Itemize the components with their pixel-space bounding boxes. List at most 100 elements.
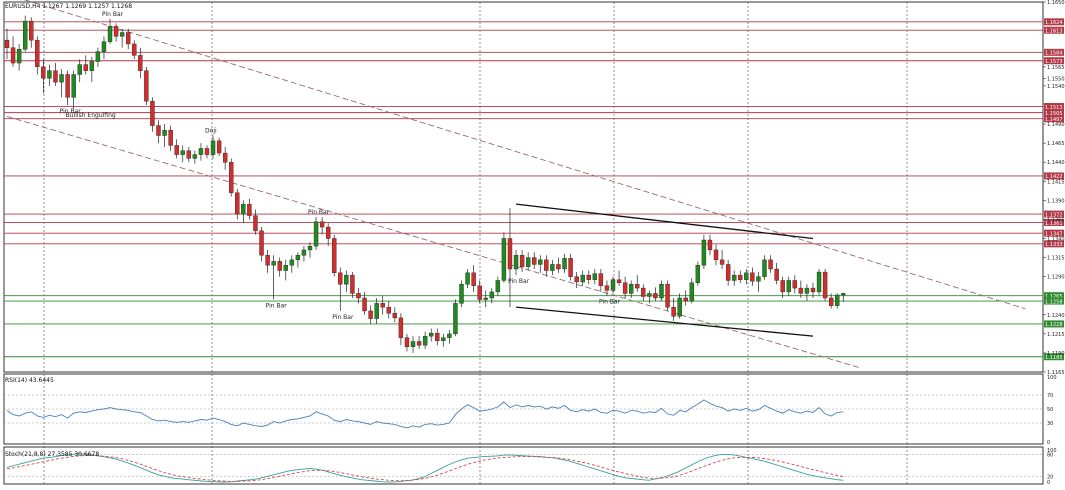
candle-body <box>816 271 822 293</box>
candle-body <box>386 306 391 314</box>
pattern-annotation: Pin Bar <box>102 11 124 18</box>
candle-body <box>307 245 313 251</box>
candle-body <box>598 273 604 286</box>
resistance-level-label: 1.1584 <box>1045 51 1063 57</box>
candle-body <box>550 264 555 271</box>
pattern-annotation: Pin Bar <box>599 299 621 306</box>
rsi-line <box>6 399 844 429</box>
candle-body <box>756 276 761 282</box>
candle-body <box>719 259 725 265</box>
pattern-annotation: Pin Bar <box>332 314 354 321</box>
candle-body <box>186 150 192 159</box>
resistance-level-label-bg <box>1044 48 1064 56</box>
candle-body <box>665 284 670 308</box>
stoch-signal-line <box>6 455 844 482</box>
candle-body <box>683 297 688 302</box>
candle-body <box>59 74 64 83</box>
candle-body <box>416 341 422 346</box>
candle-body <box>332 238 337 274</box>
candle-body <box>659 284 664 299</box>
candle-body <box>441 337 446 341</box>
candle-body <box>701 239 707 266</box>
support-level-label-bg <box>1044 292 1064 300</box>
candle-body <box>222 152 228 163</box>
candle-body <box>429 332 434 337</box>
resistance-level-label: 1.1361 <box>1045 221 1063 227</box>
candle-body <box>810 287 816 293</box>
candle-body <box>459 284 464 304</box>
rsi-tick-label: 50 <box>1047 407 1053 413</box>
candle-body <box>362 297 367 312</box>
candle-body <box>204 148 210 155</box>
candle-body <box>410 341 416 348</box>
candle-body <box>374 303 379 319</box>
stoch-tick-label: 0 <box>1047 480 1050 486</box>
resistance-level-label: 1.1347 <box>1045 231 1063 237</box>
stoch-tick-label: 80 <box>1047 452 1053 458</box>
candle-body <box>689 282 694 302</box>
candle-body <box>404 337 410 348</box>
pattern-annotation: Bullish Engulfing <box>66 112 116 119</box>
price-tick-label: 1.1465 <box>1047 141 1065 147</box>
candle-body <box>16 49 22 64</box>
candle-body <box>398 317 404 338</box>
candle-body <box>144 70 149 102</box>
candle-body <box>10 47 16 64</box>
channel-trendline <box>23 0 1026 310</box>
pattern-annotation: Doji <box>205 128 217 135</box>
resistance-level-label-bg <box>1044 103 1064 111</box>
candle-body <box>241 203 246 215</box>
price-tick-label: 1.1650 <box>1047 0 1065 6</box>
candle-body <box>216 140 222 154</box>
price-tick-label: 1.1190 <box>1047 351 1065 357</box>
candle-body <box>319 221 325 228</box>
candle-body <box>471 272 476 286</box>
candle-body <box>119 32 125 37</box>
candle-body <box>513 255 519 270</box>
support-level-label-bg <box>1044 320 1064 328</box>
price-tick-label: 1.1415 <box>1047 179 1065 185</box>
resistance-level-label-bg <box>1044 172 1064 180</box>
candle-body <box>132 43 137 56</box>
candle-body <box>671 306 676 317</box>
pattern-annotation: Pin Bar <box>60 108 82 115</box>
candle-body <box>822 271 828 299</box>
rsi-tick-label: 100 <box>1047 375 1057 381</box>
candle-body <box>83 64 88 71</box>
price-tick-label: 1.1340 <box>1047 236 1065 242</box>
candle-body <box>325 226 331 239</box>
candle-body <box>313 221 319 247</box>
pattern-annotation: Pin Bar <box>266 303 288 310</box>
candle-body <box>295 255 301 261</box>
candle-body <box>229 162 234 193</box>
candle-body <box>465 272 470 285</box>
resistance-level-label: 1.1505 <box>1045 111 1063 117</box>
candle-body <box>22 20 28 50</box>
rsi-layer <box>6 399 844 429</box>
candle-body <box>604 285 610 291</box>
candle-body <box>47 70 52 79</box>
candle-body <box>156 125 161 136</box>
candle-body <box>247 203 252 216</box>
candle-body <box>841 293 846 296</box>
candle-body <box>828 297 834 306</box>
candle-body <box>447 333 452 338</box>
candle-body <box>525 257 531 267</box>
stoch-pane-frame <box>3 446 1044 485</box>
price-tick-label: 1.1365 <box>1047 217 1065 223</box>
stoch-header: Stoch(21,8,8) 27.3585 30.6678 <box>5 451 99 458</box>
candle-body <box>338 272 343 285</box>
candle-body <box>253 215 258 232</box>
candle-body <box>138 55 143 71</box>
candle-body <box>483 297 488 300</box>
candle-body <box>774 268 779 281</box>
candle-body <box>835 294 840 306</box>
candle-body <box>71 74 76 98</box>
candle-body <box>265 255 270 266</box>
price-tick-label: 1.1215 <box>1047 332 1065 338</box>
candle-body <box>489 291 494 299</box>
candle-body <box>35 39 40 68</box>
price-tick-label: 1.1540 <box>1047 84 1065 90</box>
